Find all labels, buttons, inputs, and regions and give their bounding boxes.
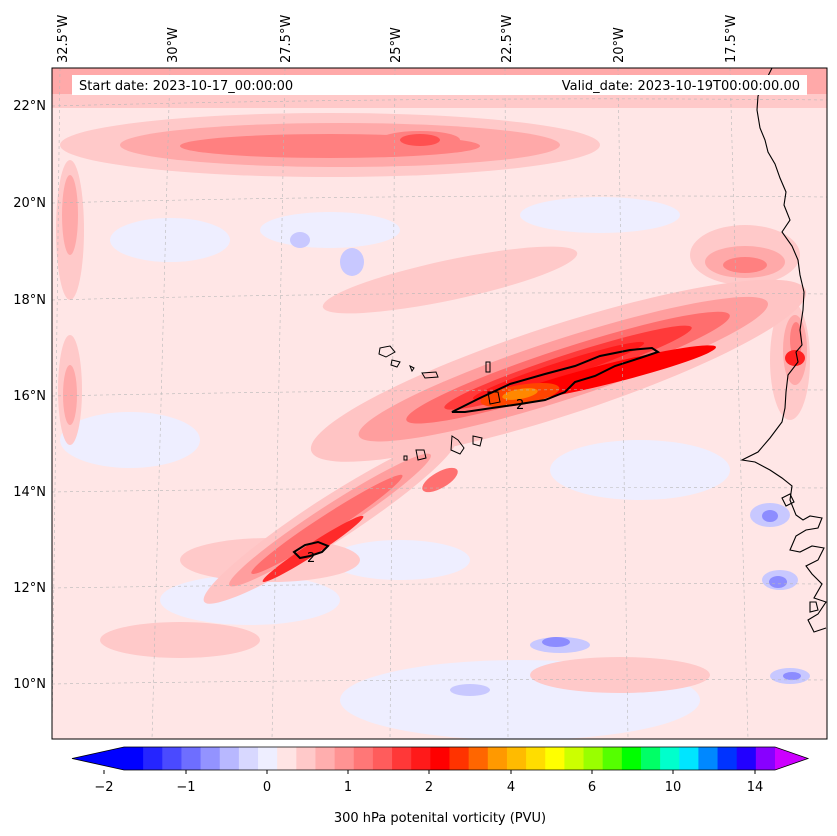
colorbar-segment: [564, 747, 585, 770]
map-frame: [51, 67, 828, 740]
colorbar-segment: [258, 747, 278, 770]
lat-label: 22°N: [13, 99, 46, 114]
islands: [378, 345, 501, 461]
colorbar-segment: [143, 747, 163, 770]
colorbar-segment: [698, 747, 719, 770]
colorbar-tick-label: 4: [507, 780, 515, 795]
lon-label: 27.5°W: [279, 15, 294, 63]
colorbar-tick-label: 14: [747, 780, 764, 795]
colorbar-segment: [238, 747, 259, 770]
colorbar-segment: [124, 747, 144, 770]
contour-label: 2: [516, 398, 524, 413]
colorbar-segment: [219, 747, 240, 770]
colorbar-tick-label: 2: [425, 780, 433, 795]
colorbar-segment: [736, 747, 757, 770]
colorbar-tick-label: −2: [94, 780, 113, 795]
contour-label: 2: [307, 551, 315, 566]
latitude-labels: 22°N 20°N 18°N 16°N 14°N 12°N 10°N: [13, 99, 46, 692]
colorbar-segment: [162, 747, 183, 770]
colorbar-segment: [372, 747, 393, 770]
colorbar-segment: [660, 747, 680, 770]
colorbar-segment: [545, 747, 565, 770]
colorbar-segment: [296, 747, 317, 770]
colorbar-over-arrow: [775, 747, 808, 770]
lon-label: 22.5°W: [500, 15, 515, 63]
colorbar-segment: [621, 747, 642, 770]
colorbar-segment: [277, 747, 297, 770]
colorbar-segment: [392, 747, 412, 770]
colorbar-tick-label: 1: [344, 780, 352, 795]
lon-label: 17.5°W: [724, 15, 739, 63]
colorbar: [71, 746, 810, 774]
lat-label: 18°N: [13, 293, 46, 308]
colorbar-tick-label: 10: [665, 780, 682, 795]
colorbar-tick-label: 6: [588, 780, 596, 795]
lat-label: 16°N: [13, 389, 46, 404]
lat-label: 10°N: [13, 677, 46, 692]
colorbar-label: 300 hPa potenital vorticity (PVU): [334, 811, 546, 826]
date-annotation-box: [72, 75, 807, 95]
colorbar-segment: [449, 747, 470, 770]
colorbar-segment: [468, 747, 489, 770]
colorbar-under-arrow: [72, 747, 124, 770]
lon-label: 32.5°W: [56, 15, 71, 63]
colorbar-outline: [71, 746, 810, 771]
colorbar-segment: [679, 747, 700, 770]
pv2-contours: [292, 346, 661, 560]
colorbar-segment: [640, 747, 661, 770]
lon-label: 20°W: [612, 27, 627, 63]
colorbar-segment: [526, 747, 546, 770]
colorbar-segment: [334, 747, 355, 770]
valid-date-text: Valid_date: 2023-10-19T00:00:00.00: [562, 79, 800, 94]
graticule: [52, 68, 827, 739]
lat-label: 12°N: [13, 581, 46, 596]
colorbar-segment: [315, 747, 336, 770]
colorbar-segment: [353, 747, 374, 770]
longitude-labels: 32.5°W 30°W 27.5°W 25°W 22.5°W 20°W 17.5…: [56, 15, 739, 63]
start-date-text: Start date: 2023-10-17_00:00:00: [79, 79, 293, 94]
colorbar-tick-label: 0: [263, 780, 271, 795]
colorbar-segment: [755, 747, 776, 770]
colorbar-segment: [487, 747, 508, 770]
lon-label: 25°W: [389, 27, 404, 63]
colorbar-segment: [411, 747, 431, 770]
colorbar-segment: [583, 747, 604, 770]
lat-label: 20°N: [13, 196, 46, 211]
colorbar-segment: [506, 747, 527, 770]
colorbar-segment: [200, 747, 221, 770]
colorbar-segment: [602, 747, 623, 770]
colorbar-tick-labels: −2 −1 0 1 2 4 6 10 14: [94, 780, 763, 795]
colorbar-segment: [430, 747, 451, 770]
colorbar-segment: [717, 747, 738, 770]
map-panel: 2 2: [52, 68, 827, 739]
lon-label: 30°W: [166, 27, 181, 63]
coastline: [740, 68, 827, 633]
lat-label: 14°N: [13, 485, 46, 500]
colorbar-tick-label: −1: [176, 780, 195, 795]
colorbar-segment: [181, 747, 202, 770]
